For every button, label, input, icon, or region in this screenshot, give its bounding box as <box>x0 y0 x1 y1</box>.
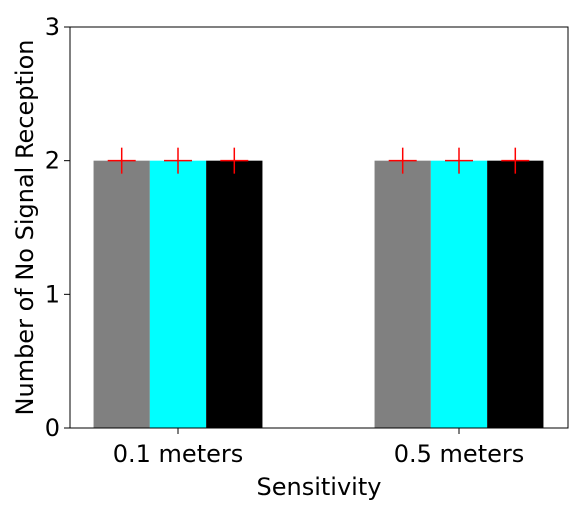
bar-2-series-3 <box>487 160 544 428</box>
error-markers-group <box>107 147 530 174</box>
y-tick-label: 1 <box>45 280 60 308</box>
y-axis-ticks: 0 1 2 3 <box>45 13 70 442</box>
plus-marker <box>107 147 136 174</box>
bar-2-series-1 <box>374 160 431 428</box>
x-tick-label: 0.1 meters <box>113 440 244 468</box>
bar-1-series-1 <box>93 160 150 428</box>
plus-marker <box>501 147 530 174</box>
plus-marker <box>220 147 249 174</box>
plus-marker <box>164 147 192 174</box>
x-axis-ticks: 0.1 meters 0.5 meters <box>113 428 525 468</box>
y-tick-label: 3 <box>45 13 60 41</box>
bar-1-series-3 <box>206 160 263 428</box>
y-tick-label: 0 <box>45 414 60 442</box>
plot-frame <box>69 26 569 429</box>
bar-2-series-2 <box>430 160 488 428</box>
y-axis-title: Number of No Signal Reception <box>11 40 39 416</box>
x-axis-title: Sensitivity <box>257 473 382 501</box>
plus-marker <box>388 147 417 174</box>
x-tick-label: 0.5 meters <box>394 440 525 468</box>
bar-1-series-2 <box>149 160 207 428</box>
bars-group <box>93 160 544 428</box>
y-tick-label: 2 <box>45 147 60 175</box>
plus-marker <box>445 147 473 174</box>
